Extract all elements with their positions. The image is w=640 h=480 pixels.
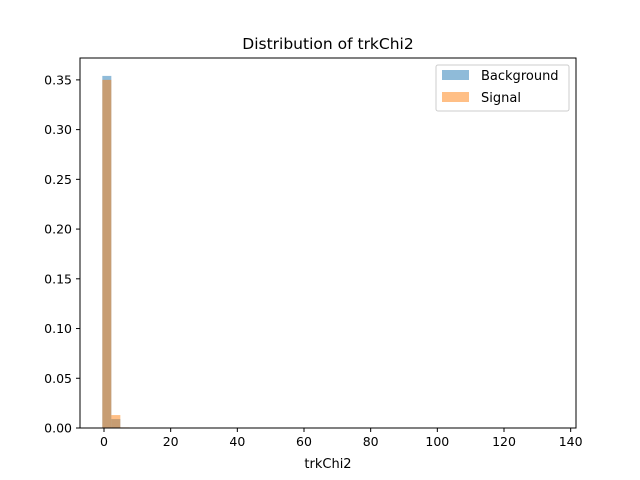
legend-label-signal: Signal [481,91,521,106]
x-tick-label: 60 [296,434,312,449]
chart-title: Distribution of trkChi2 [242,35,413,53]
legend-label-background: Background [481,69,559,84]
x-axis-ticks: 0 20 40 60 80 100 120 140 [100,428,583,449]
bar-signal-1 [111,415,121,428]
bars-layer [102,75,130,429]
x-tick-label: 100 [425,434,449,449]
y-tick-label: 0.00 [44,421,72,436]
legend: Background Signal [435,64,570,112]
legend-frame [435,64,570,112]
y-tick-label: 0.20 [44,222,72,237]
y-tick-label: 0.30 [44,122,72,137]
x-tick-label: 140 [559,434,583,449]
x-tick-label: 120 [492,434,516,449]
x-tick-label: 80 [363,434,379,449]
x-axis-label: trkChi2 [304,457,351,472]
legend-swatch-background [442,70,469,80]
legend-swatch-signal [442,92,469,102]
y-axis-ticks: 0.00 0.05 0.10 0.15 0.20 0.25 0.30 0.35 [44,72,80,436]
y-tick-label: 0.35 [44,72,72,87]
bar-signal-0 [102,79,112,428]
y-tick-label: 0.25 [44,172,72,187]
y-tick-label: 0.10 [44,321,72,336]
y-tick-label: 0.15 [44,271,72,286]
y-tick-label: 0.05 [44,371,72,386]
x-tick-label: 40 [229,434,245,449]
x-tick-label: 20 [163,434,179,449]
plot-frame [79,57,577,429]
x-tick-label: 0 [100,434,108,449]
